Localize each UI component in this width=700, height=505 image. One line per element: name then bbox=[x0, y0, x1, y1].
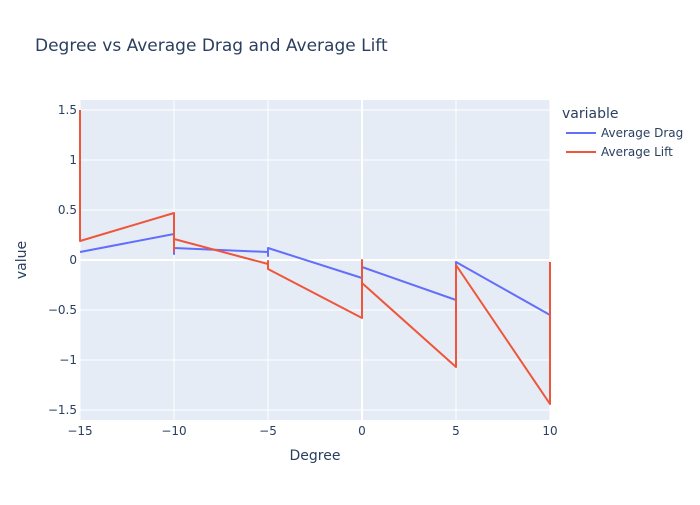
y-axis-ticks: −1.5 −1 −0.5 0 0.5 1 1.5 bbox=[48, 103, 77, 417]
legend: variable Average Drag Average Lift bbox=[562, 106, 683, 159]
series-line-average-lift bbox=[79, 110, 551, 405]
y-tick-label: 0 bbox=[69, 253, 77, 267]
x-axis-title: Degree bbox=[290, 448, 341, 464]
series-lines bbox=[79, 110, 551, 405]
y-tick-label: 0.5 bbox=[58, 203, 77, 217]
y-axis-title: value bbox=[14, 241, 30, 279]
x-axis-ticks: −15 −10 −5 0 5 10 bbox=[67, 424, 557, 438]
legend-label-average-drag: Average Drag bbox=[601, 126, 683, 140]
x-tick-label: 10 bbox=[542, 424, 557, 438]
y-tick-label: −1.5 bbox=[48, 403, 77, 417]
y-tick-label: −1 bbox=[59, 353, 77, 367]
legend-title: variable bbox=[562, 106, 618, 122]
legend-label-average-lift: Average Lift bbox=[601, 145, 673, 159]
x-tick-label: −5 bbox=[259, 424, 277, 438]
y-tick-label: 1.5 bbox=[58, 103, 77, 117]
y-tick-label: 1 bbox=[69, 153, 77, 167]
x-tick-label: −15 bbox=[67, 424, 92, 438]
chart-title: Degree vs Average Drag and Average Lift bbox=[35, 36, 388, 56]
x-tick-label: −10 bbox=[161, 424, 186, 438]
x-tick-label: 5 bbox=[452, 424, 460, 438]
legend-items: Average Drag Average Lift bbox=[566, 126, 683, 159]
y-tick-label: −0.5 bbox=[48, 303, 77, 317]
x-tick-label: 0 bbox=[358, 424, 366, 438]
